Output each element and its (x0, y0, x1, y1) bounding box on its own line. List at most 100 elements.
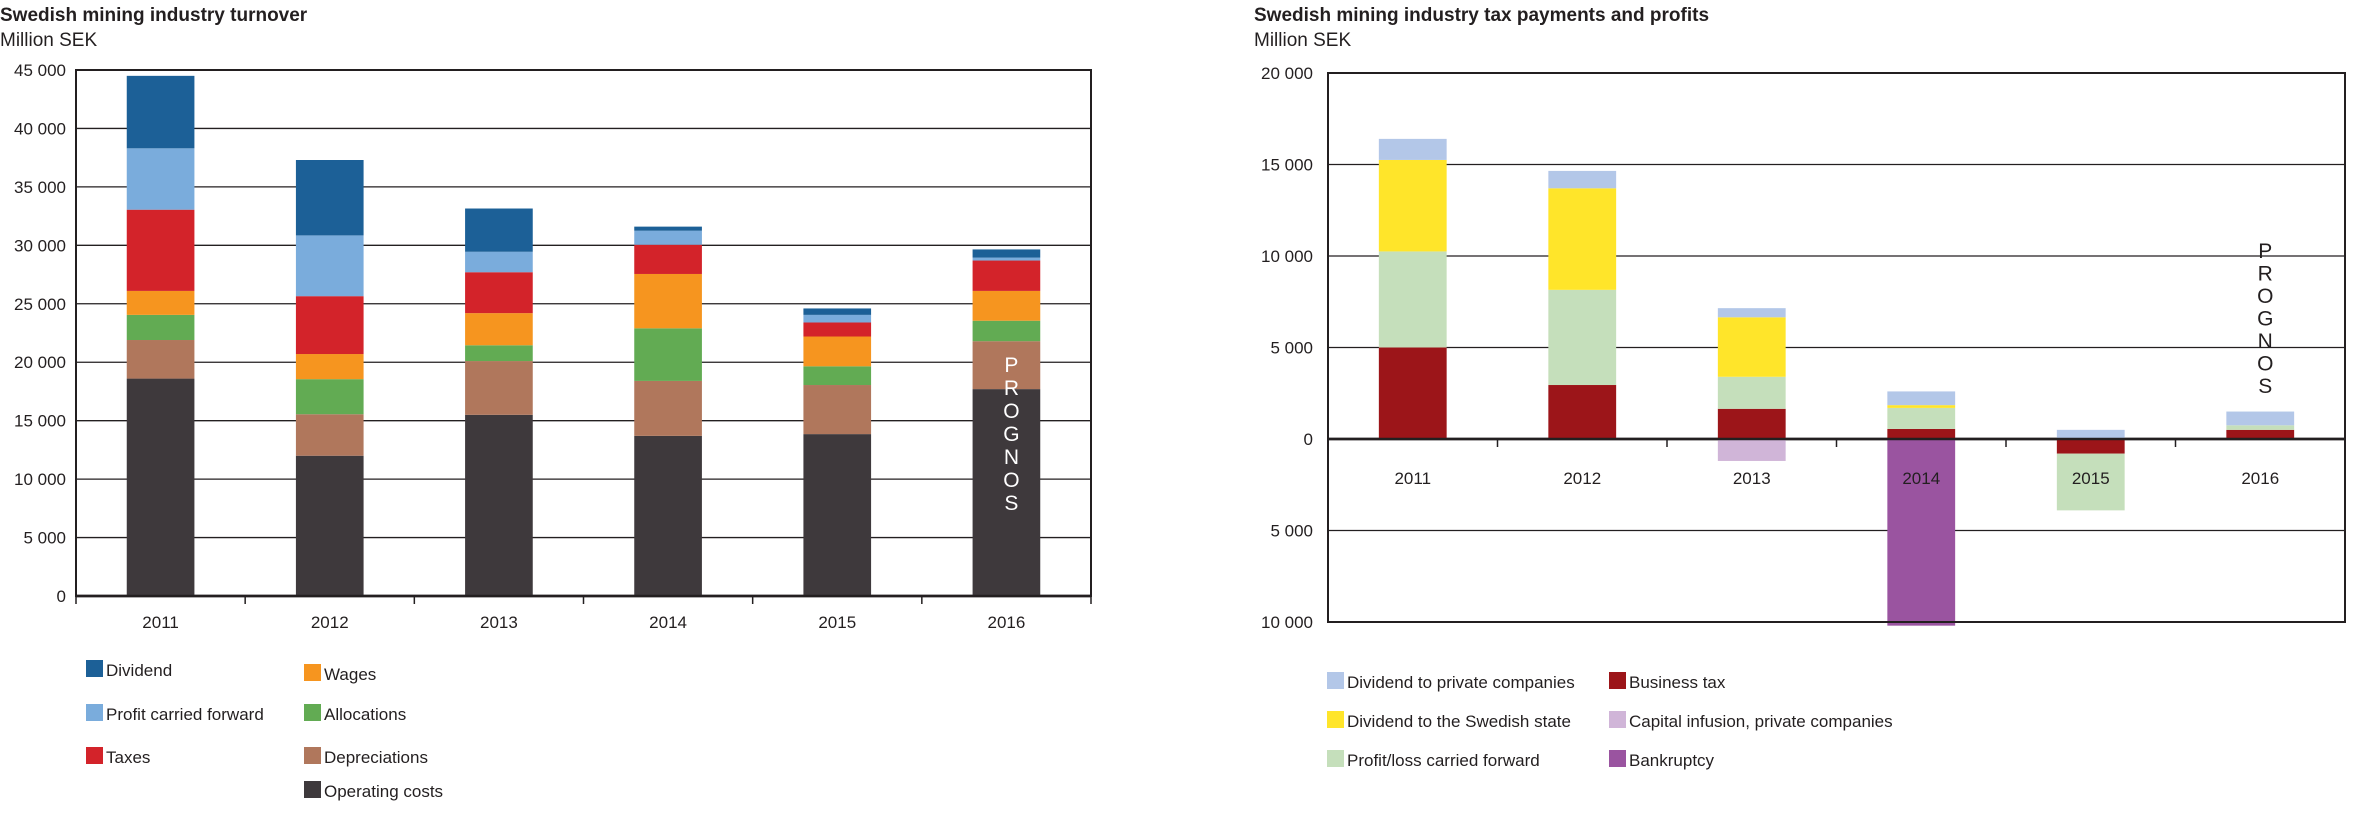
legend-item: Dividend (86, 660, 172, 680)
legend-item: Profit/loss carried forward (1327, 750, 1540, 770)
legend-swatch (1327, 711, 1344, 728)
legend-item: Wages (304, 664, 376, 684)
bar-segment-business-tax (2226, 429, 2295, 439)
legend-label: Operating costs (324, 782, 443, 801)
x-tick-label: 2013 (480, 613, 518, 632)
x-tick-label: 2016 (988, 613, 1026, 632)
bar-segment-profit-carried-forward (634, 230, 702, 245)
legend-item: Depreciations (304, 747, 428, 767)
bar-segment-business-tax (1548, 385, 1617, 439)
legend-swatch (86, 747, 103, 764)
x-tick-label: 2016 (2241, 469, 2279, 488)
bar-segment-profit-carried-forward (126, 148, 195, 210)
bar-segment-dividend (972, 249, 1041, 258)
turnover-chart: Swedish mining industry turnover Million … (0, 5, 1092, 801)
tax-profit-chart: Swedish mining industry tax payments and… (1254, 5, 2346, 770)
bar-segment-capital-infusion-private-companies (1717, 439, 1786, 461)
bar-segment-dividend (465, 208, 533, 252)
y-tick-label: 45 000 (14, 61, 66, 80)
legend-swatch (304, 747, 321, 764)
bar-segment-dividend (634, 226, 702, 231)
legend-label: Bankruptcy (1629, 751, 1715, 770)
x-tick-label: 2015 (818, 613, 856, 632)
legend-item: Capital infusion, private companies (1609, 711, 1893, 731)
legend-label: Wages (324, 665, 376, 684)
x-tick-label: 2013 (1733, 469, 1771, 488)
bar-segment-taxes (126, 209, 195, 291)
y-tick-label: 10 000 (1261, 613, 1313, 632)
bar-segment-profit-loss-carried-forward (2226, 425, 2295, 430)
bar-segment-wages (803, 336, 872, 367)
bar-segment-operating-costs (295, 455, 364, 596)
legend-label: Profit/loss carried forward (1347, 751, 1540, 770)
bar-segment-profit-carried-forward (465, 251, 533, 273)
bar-segment-profit-carried-forward (803, 314, 872, 323)
legend-swatch (304, 781, 321, 798)
bar-segment-profit-loss-carried-forward (1548, 289, 1617, 386)
bar-segment-dividend-to-private-companies (2226, 411, 2295, 426)
bar-segment-dividend (126, 75, 195, 149)
bar-segment-allocations (295, 379, 364, 415)
legend-item: Profit carried forward (86, 704, 264, 724)
bar-segment-wages (465, 313, 533, 346)
bar-segment-depreciations (126, 340, 195, 379)
bar-segment-business-tax (1887, 428, 1956, 439)
legend-swatch (304, 664, 321, 681)
legend-swatch (1609, 750, 1626, 767)
y-tick-label: 0 (57, 587, 66, 606)
chart-subtitle: Million SEK (1254, 30, 1351, 51)
bar-segment-depreciations (295, 414, 364, 456)
y-tick-label: 5 000 (23, 529, 66, 548)
bar-segment-depreciations (634, 380, 702, 436)
bar-segment-operating-costs (972, 389, 1041, 596)
bar-segment-dividend-to-private-companies (1378, 138, 1447, 160)
bar-segment-dividend-to-private-companies (1548, 170, 1617, 189)
legend-swatch (1327, 672, 1344, 689)
legend-label: Allocations (324, 705, 406, 724)
legend-swatch (304, 704, 321, 721)
bar-segment-dividend-to-the-swedish-state (1378, 159, 1447, 252)
legend-label: Dividend to private companies (1347, 673, 1575, 692)
y-tick-label: 15 000 (14, 412, 66, 431)
x-tick-label: 2014 (1902, 469, 1940, 488)
y-tick-label: 15 000 (1261, 156, 1313, 175)
legend-label: Dividend (106, 661, 172, 680)
x-tick-label: 2011 (142, 613, 179, 632)
chart-subtitle: Million SEK (0, 30, 97, 51)
bar-segment-operating-costs (803, 434, 872, 596)
y-tick-label: 35 000 (14, 178, 66, 197)
x-tick-label: 2015 (2072, 469, 2110, 488)
plot-frame (75, 69, 1092, 597)
legend-item: Allocations (304, 704, 406, 724)
legend-label: Dividend to the Swedish state (1347, 712, 1571, 731)
legend-swatch (1609, 711, 1626, 728)
bar-segment-wages (972, 290, 1041, 321)
bar-segment-dividend-to-the-swedish-state (1887, 405, 1956, 408)
legend-item: Taxes (86, 747, 150, 767)
plot-frame (1327, 72, 2346, 623)
x-tick-label: 2012 (1563, 469, 1601, 488)
y-tick-label: 40 000 (14, 119, 66, 138)
bar-segment-profit-carried-forward (972, 257, 1041, 261)
y-tick-label: 5 000 (1270, 339, 1313, 358)
bar-segment-dividend (295, 160, 364, 236)
chart-title: Swedish mining industry tax payments and… (1254, 5, 1709, 26)
bar-segment-operating-costs (126, 378, 195, 596)
y-tick-label: 30 000 (14, 236, 66, 255)
bar-segment-dividend-to-private-companies (2056, 429, 2125, 439)
y-tick-label: 25 000 (14, 295, 66, 314)
bar-segment-allocations (465, 345, 533, 362)
bar-segment-allocations (126, 314, 195, 341)
bar-segment-taxes (803, 322, 872, 337)
bar-segment-operating-costs (465, 414, 533, 596)
bar-segment-profit-carried-forward (295, 235, 364, 297)
legend-swatch (1609, 672, 1626, 689)
legend-swatch (1327, 750, 1344, 767)
bar-segment-taxes (465, 272, 533, 314)
bar-segment-business-tax (1717, 408, 1786, 439)
x-tick-label: 2014 (649, 613, 687, 632)
bar-segment-wages (126, 290, 195, 315)
bar-segment-taxes (295, 296, 364, 355)
